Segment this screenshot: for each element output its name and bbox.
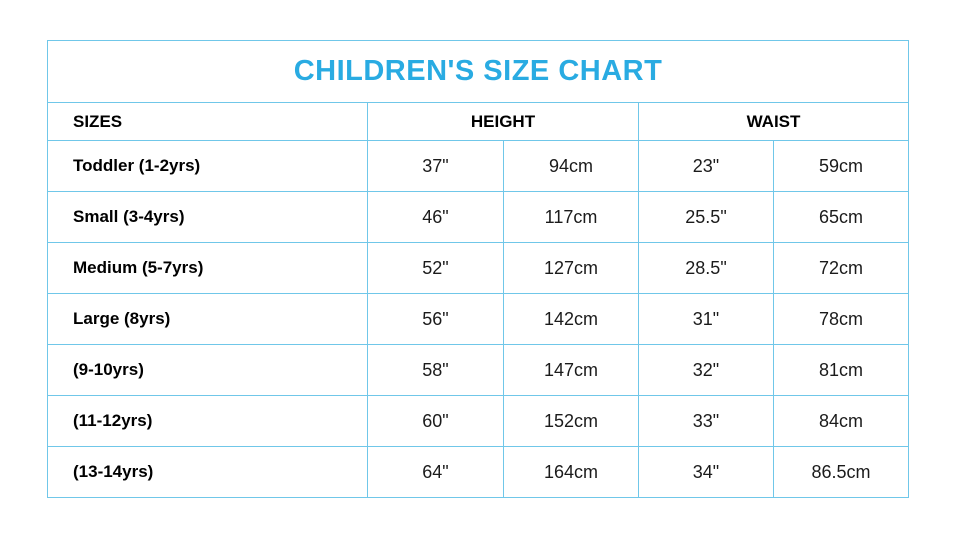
height-in-value: 58" (367, 344, 504, 396)
size-chart-table: CHILDREN'S SIZE CHART SIZES HEIGHT WAIST… (46, 40, 910, 498)
table-row: Medium (5-7yrs) 52" 127cm 28.5" 72cm (47, 242, 910, 294)
table-row: (11-12yrs) 60" 152cm 33" 84cm (47, 395, 910, 447)
waist-cm-value: 72cm (772, 242, 910, 294)
size-label: Medium (5-7yrs) (47, 242, 368, 294)
height-in-value: 56" (367, 293, 504, 345)
table-row: (13-14yrs) 64" 164cm 34" 86.5cm (47, 446, 910, 498)
waist-cm-value: 86.5cm (772, 446, 910, 498)
size-label: Small (3-4yrs) (47, 191, 368, 243)
waist-in-value: 23" (638, 140, 774, 192)
height-cm-value: 117cm (503, 191, 639, 243)
height-in-value: 46" (367, 191, 504, 243)
column-header-waist: WAIST (637, 102, 910, 141)
size-label: (13-14yrs) (47, 446, 368, 498)
waist-cm-value: 78cm (772, 293, 910, 345)
height-in-value: 52" (367, 242, 504, 294)
title-row: CHILDREN'S SIZE CHART (46, 40, 910, 103)
page-title: CHILDREN'S SIZE CHART (46, 40, 910, 103)
waist-in-value: 25.5" (638, 191, 774, 243)
waist-in-value: 28.5" (638, 242, 774, 294)
table-row: Small (3-4yrs) 46" 117cm 25.5" 65cm (47, 191, 910, 243)
waist-cm-value: 65cm (772, 191, 910, 243)
waist-cm-value: 84cm (772, 395, 910, 447)
height-in-value: 37" (367, 140, 504, 192)
height-cm-value: 152cm (503, 395, 639, 447)
waist-in-value: 32" (638, 344, 774, 396)
height-cm-value: 147cm (503, 344, 639, 396)
waist-in-value: 34" (638, 446, 774, 498)
column-header-sizes: SIZES (47, 102, 368, 141)
size-label: Toddler (1-2yrs) (47, 140, 368, 192)
height-cm-value: 142cm (503, 293, 639, 345)
waist-in-value: 33" (638, 395, 774, 447)
table-row: Large (8yrs) 56" 142cm 31" 78cm (47, 293, 910, 345)
header-row: SIZES HEIGHT WAIST (47, 102, 910, 141)
height-in-value: 64" (367, 446, 504, 498)
size-label: (11-12yrs) (47, 395, 368, 447)
height-cm-value: 94cm (503, 140, 639, 192)
waist-cm-value: 59cm (772, 140, 910, 192)
height-cm-value: 164cm (503, 446, 639, 498)
table-row: (9-10yrs) 58" 147cm 32" 81cm (47, 344, 910, 396)
column-header-height: HEIGHT (367, 102, 639, 141)
waist-in-value: 31" (638, 293, 774, 345)
size-label: (9-10yrs) (47, 344, 368, 396)
table-row: Toddler (1-2yrs) 37" 94cm 23" 59cm (47, 140, 910, 192)
height-in-value: 60" (367, 395, 504, 447)
height-cm-value: 127cm (503, 242, 639, 294)
size-label: Large (8yrs) (47, 293, 368, 345)
waist-cm-value: 81cm (772, 344, 910, 396)
